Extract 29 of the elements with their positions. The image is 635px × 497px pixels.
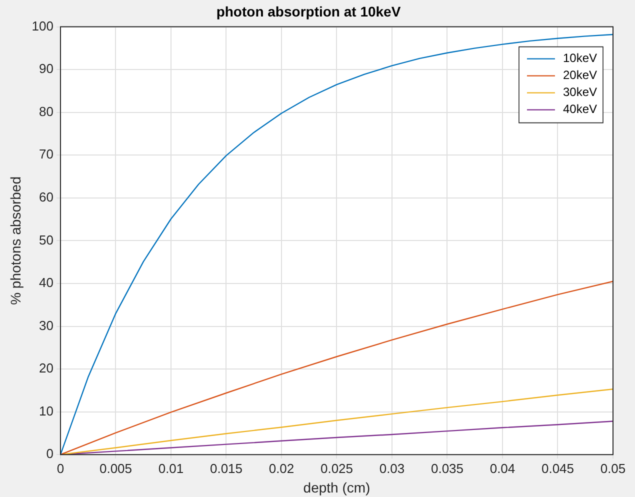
y-tick-label: 40 [39,275,54,290]
y-tick-label: 50 [39,232,54,248]
y-tick-label: 0 [46,446,54,462]
y-tick-label: 10 [39,403,54,418]
x-tick-label: 0.04 [490,460,516,476]
x-tick-label: 0.03 [379,460,405,476]
y-tick-label: 30 [39,318,54,333]
y-tick-label: 90 [39,61,54,76]
legend-label: 40keV [562,102,598,116]
legend-label: 30keV [562,85,598,100]
y-axis-title: % photons absorbed [7,176,24,305]
y-tick-label: 20 [39,360,54,376]
x-tick-label: 0 [56,460,64,476]
x-tick-label: 0.045 [541,460,574,476]
y-tick-label: 70 [39,146,54,162]
legend-label: 20keV [562,68,598,82]
legend-label: 10keV [562,51,598,66]
chart-title: photon absorption at 10keV [216,3,402,20]
x-tick-label: 0.025 [320,460,354,476]
x-tick-label: 0.015 [210,460,243,476]
y-tick-label: 80 [39,104,54,119]
x-tick-label: 0.005 [99,460,132,476]
x-tick-label: 0.05 [600,460,626,476]
y-tick-label: 60 [39,190,54,204]
y-tick-label: 100 [32,18,54,34]
x-axis-title: depth (cm) [303,479,370,496]
x-tick-label: 0.02 [268,460,294,476]
x-tick-label: 0.035 [430,460,464,476]
x-tick-label: 0.01 [158,460,184,476]
